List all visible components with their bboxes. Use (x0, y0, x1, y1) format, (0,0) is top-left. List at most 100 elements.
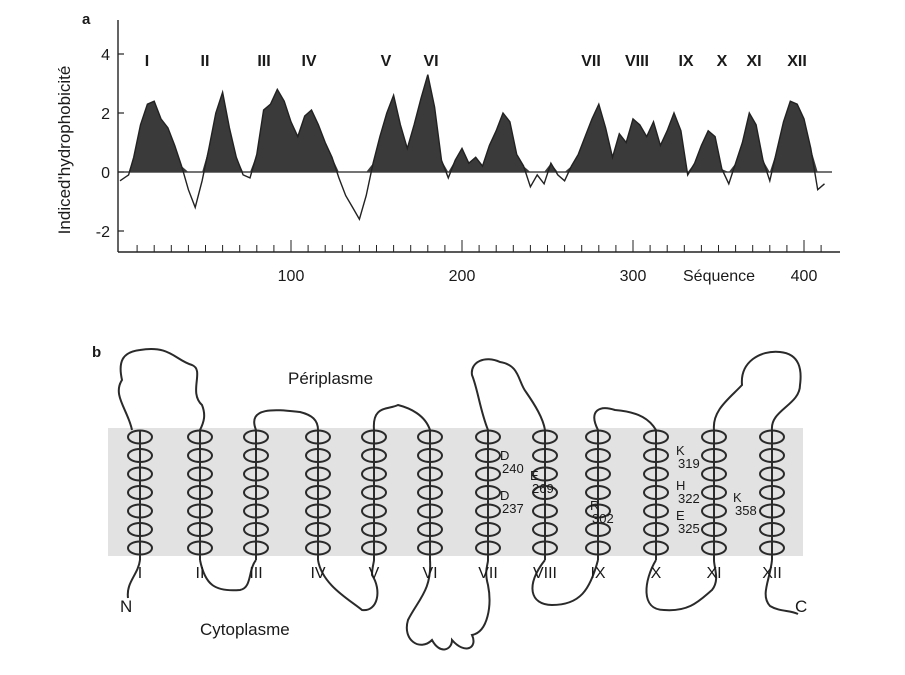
c-terminus-label: C (795, 597, 807, 616)
profile-line (119, 74, 825, 221)
x-tick-label: 300 (620, 268, 647, 285)
helix-turn (643, 503, 669, 519)
helix-turn (532, 466, 558, 482)
helix-turn (127, 522, 153, 537)
segment-label-bottom-XII: XII (762, 565, 782, 582)
helix-turn (243, 448, 269, 463)
segment-label-X: X (717, 53, 728, 70)
helix-turn (585, 540, 611, 556)
y-tick-label: 4 (101, 47, 110, 64)
loop-iii-iv (253, 409, 319, 431)
helix-turn (585, 466, 611, 482)
loop-v-vi (372, 403, 431, 431)
segment-label-I: I (145, 53, 149, 70)
residue-letter: K (676, 443, 685, 458)
helix-turn (701, 540, 727, 556)
helix-X (643, 429, 669, 560)
helix-turn (243, 429, 269, 445)
segment-label-IV: IV (301, 53, 316, 70)
loops (117, 348, 802, 651)
helix-turn (701, 429, 727, 445)
segment-label-bottom-III: III (249, 565, 262, 582)
helix-turn (243, 503, 269, 519)
segment-label-IX: IX (678, 53, 693, 70)
residue-number: 237 (502, 501, 524, 516)
residue-letter: E (530, 468, 539, 483)
residue-letter: K (733, 490, 742, 505)
helix-turn (243, 466, 269, 482)
y-tick-label: -2 (96, 224, 110, 241)
residue-letter: H (676, 478, 685, 493)
segment-label-V: V (381, 53, 392, 70)
helix-turn (187, 540, 213, 556)
panel-a-label: a (82, 11, 91, 28)
segment-label-bottom-II: II (196, 565, 205, 582)
helix-turn (643, 522, 669, 537)
helix-turn (361, 522, 387, 537)
segment-label-bottom-VI: VI (422, 565, 437, 582)
segment-label-bottom-X: X (651, 565, 662, 582)
loop-vii-viii (470, 358, 546, 431)
helix-turn (127, 503, 153, 519)
helix-turn (305, 540, 331, 556)
helix-turn (305, 485, 331, 500)
residue-number: 322 (678, 491, 700, 506)
helix-turn (475, 503, 501, 519)
helix-turn (127, 429, 153, 445)
y-axis-label: Indiced'hydrophobicité (55, 66, 74, 235)
cytoplasm-label: Cytoplasme (200, 620, 290, 639)
helix-IV (305, 429, 331, 560)
residue-number: 319 (678, 456, 700, 471)
helix-turn (305, 429, 331, 445)
helix-turn (532, 448, 558, 463)
helix-turn (701, 485, 727, 500)
periplasm-label: Périplasme (288, 369, 373, 388)
helix-turn (475, 466, 501, 482)
helix-turn (417, 466, 443, 482)
helix-II (187, 429, 213, 560)
helix-turn (361, 448, 387, 463)
helix-turn (585, 429, 611, 445)
segment-label-XI: XI (746, 53, 761, 70)
x-tick-label: 400 (791, 268, 818, 285)
helix-turn (759, 540, 785, 556)
x-axis-label: Séquence (683, 268, 755, 285)
helix-turn (759, 448, 785, 463)
membrane-topology-diagram: Périplasme Cytoplasme N C I II III IV V VI VII… (108, 348, 807, 651)
helix-turn (532, 503, 558, 519)
x-tick-label: 200 (449, 268, 476, 285)
helix-turn (585, 448, 611, 463)
helix-turn (187, 448, 213, 463)
helix-turn (701, 466, 727, 482)
helix-turn (127, 448, 153, 463)
residue-letter: R (590, 498, 599, 513)
x-tick-label: 100 (278, 268, 305, 285)
loop-ii-iii (199, 559, 257, 592)
helix-turn (187, 429, 213, 445)
membrane-band (108, 428, 803, 556)
helix-turn (305, 448, 331, 463)
segment-label-bottom-V: V (369, 565, 380, 582)
helix-turn (643, 448, 669, 463)
helix-turn (243, 540, 269, 556)
helix-XII (759, 429, 785, 560)
segment-label-III: III (257, 53, 270, 70)
chart-profile-line (119, 74, 825, 221)
chart-positive-fill (120, 74, 825, 172)
helix-turn (475, 429, 501, 445)
n-terminus-label: N (120, 597, 132, 616)
helix-turn (417, 448, 443, 463)
loop-x-xi (645, 559, 718, 612)
helix-turn (643, 540, 669, 556)
helix-turn (643, 429, 669, 445)
segment-label-bottom-I: I (138, 565, 142, 582)
segment-label-VII: VII (581, 53, 601, 70)
segment-label-bottom-XI: XI (706, 565, 721, 582)
